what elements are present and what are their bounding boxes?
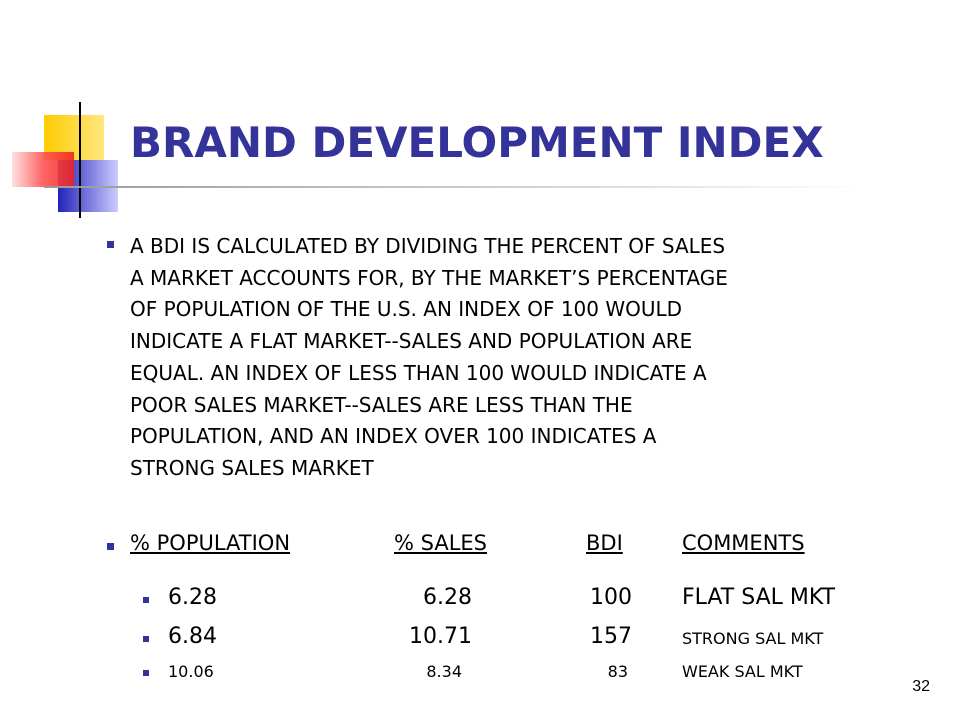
row-bullet: [143, 597, 149, 603]
page-number: 32: [912, 678, 930, 695]
row-bullet: [143, 670, 149, 676]
paragraph-line: POPULATION, AND AN INDEX OVER 100 INDICA…: [130, 424, 657, 449]
paragraph-line: EQUAL. AN INDEX OF LESS THAN 100 WOULD I…: [130, 360, 707, 385]
header-bullet: [107, 543, 114, 550]
row3-comments: WEAK SAL MKT: [682, 662, 803, 681]
paragraph-bullet: [107, 241, 114, 248]
row1-comments: FLAT SAL MKT: [682, 585, 836, 610]
paragraph-line: A BDI IS CALCULATED BY DIVIDING THE PERC…: [130, 234, 726, 258]
slide-title: BRAND DEVELOPMENT INDEX: [130, 118, 824, 167]
header-comments: COMMENTS: [682, 531, 805, 555]
row-bullet: [143, 636, 149, 642]
header-sales: % SALES: [394, 531, 488, 555]
bdi-definition-paragraph: A BDI IS CALCULATED BY DIVIDING THE PERC…: [130, 231, 870, 485]
title-underline: [44, 186, 864, 188]
row2-sales: 10.71: [409, 624, 472, 649]
paragraph-line: STRONG SALES MARKET: [130, 455, 374, 480]
row2-comments: STRONG SAL MKT: [682, 629, 824, 648]
row2-bdi: 157: [590, 624, 632, 649]
paragraph-line: INDICATE A FLAT MARKET--SALES AND POPULA…: [130, 329, 693, 354]
row3-sales: 8.34: [426, 662, 462, 681]
paragraph-line: POOR SALES MARKET--SALES ARE LESS THAN T…: [130, 392, 633, 417]
row2-population: 6.84: [168, 624, 217, 649]
row3-population: 10.06: [168, 662, 214, 681]
paragraph-line: OF POPULATION OF THE U.S. AN INDEX OF 10…: [130, 297, 683, 322]
row1-bdi: 100: [590, 585, 632, 610]
row1-population: 6.28: [168, 585, 217, 610]
header-population: % POPULATION: [130, 531, 291, 555]
row3-bdi: 83: [607, 662, 628, 681]
paragraph-line: A MARKET ACCOUNTS FOR, BY THE MARKET’S P…: [130, 265, 728, 290]
row1-sales: 6.28: [423, 585, 472, 610]
header-bdi: BDI: [586, 531, 623, 555]
